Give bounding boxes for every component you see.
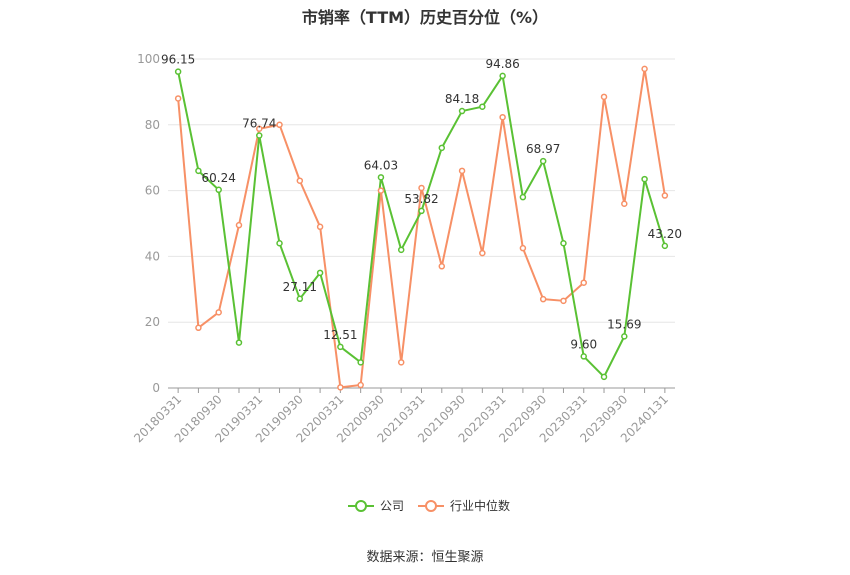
data-point-industry-median — [256, 125, 263, 132]
y-tick-label: 0 — [152, 381, 160, 395]
data-label: 60.24 — [202, 171, 236, 185]
data-point-company — [621, 333, 628, 340]
data-point-company — [174, 68, 182, 75]
data-point-company — [560, 239, 567, 247]
data-point-company — [316, 269, 324, 277]
data-point-industry-median — [377, 187, 385, 194]
y-tick-label: 100 — [137, 52, 160, 66]
x-axis: 2018033120180930201903312019093020200331… — [131, 387, 675, 445]
data-point-company — [600, 373, 608, 381]
data-point-company — [235, 339, 243, 346]
data-point-company — [438, 144, 446, 152]
data-point-company — [256, 132, 263, 139]
data-point-industry-median — [174, 95, 182, 102]
data-point-industry-median — [539, 295, 547, 303]
data-point-industry-median — [438, 263, 446, 270]
data-label: 68.97 — [526, 142, 560, 156]
data-point-industry-median — [661, 192, 669, 199]
data-point-industry-median — [560, 297, 567, 305]
data-point-company — [377, 174, 385, 181]
legend: 公司 行业中位数 — [348, 498, 510, 513]
data-label: 9.60 — [570, 337, 597, 351]
data-point-company — [296, 295, 304, 303]
data-point-company — [539, 157, 547, 165]
data-labels: 96.15 60.24 76.74 27.11 12.51 64.03 53.82 84.18… — [161, 53, 682, 352]
legend-label: 公司 — [380, 499, 404, 513]
data-point-company — [479, 103, 486, 110]
data-point-company — [661, 242, 669, 250]
y-tick-label: 40 — [145, 249, 160, 263]
data-point-industry-median — [337, 384, 344, 391]
data-point-company — [458, 107, 466, 115]
data-point-company — [276, 239, 283, 247]
data-point-company — [195, 167, 202, 175]
data-point-industry-median — [276, 121, 283, 129]
y-axis-ticks: 0 20 40 60 80 100 — [137, 52, 160, 395]
series-points — [174, 65, 669, 391]
legend-item-company: 公司 — [348, 499, 404, 513]
data-label: 84.18 — [445, 92, 479, 106]
chart-title: 市销率（TTM）历史百分位（%） — [301, 8, 549, 27]
data-label: 76.74 — [242, 117, 276, 131]
data-point-industry-median — [296, 177, 304, 184]
data-point-industry-median — [316, 223, 324, 231]
data-point-company — [337, 343, 344, 351]
data-point-industry-median — [397, 359, 405, 366]
data-label: 27.11 — [283, 280, 317, 294]
legend-label: 行业中位数 — [450, 498, 510, 513]
data-point-industry-median — [641, 65, 648, 73]
data-point-industry-median — [215, 309, 222, 316]
data-point-industry-median — [235, 221, 243, 229]
data-point-industry-median — [479, 249, 486, 257]
data-label: 64.03 — [364, 158, 398, 172]
data-label: 15.69 — [607, 317, 641, 331]
data-point-industry-median — [621, 200, 628, 208]
data-point-industry-median — [600, 93, 608, 101]
data-label: 43.20 — [648, 227, 682, 241]
data-point-industry-median — [357, 381, 364, 389]
data-label: 53.82 — [404, 192, 438, 206]
data-point-company — [580, 353, 587, 360]
legend-item-industry-median: 行业中位数 — [418, 498, 510, 513]
data-point-company — [418, 207, 425, 215]
data-point-industry-median — [195, 324, 202, 332]
data-label: 12.51 — [323, 328, 357, 342]
data-point-company — [641, 175, 648, 183]
data-point-company — [357, 359, 364, 366]
data-point-industry-median — [499, 113, 506, 121]
y-tick-label: 20 — [145, 315, 160, 329]
data-point-industry-median — [580, 279, 587, 286]
y-tick-label: 80 — [145, 118, 160, 132]
data-point-company — [397, 246, 405, 254]
data-source: 数据来源：恒生聚源 — [366, 550, 484, 565]
data-point-company — [499, 72, 506, 80]
chart-svg: 0 20 40 60 80 100 201803312018093020190331201… — [131, 52, 682, 513]
y-tick-label: 60 — [145, 184, 160, 198]
data-label: 96.15 — [161, 53, 195, 67]
data-label: 94.86 — [485, 57, 519, 71]
legend-marker — [355, 500, 367, 512]
data-point-industry-median — [458, 167, 466, 175]
data-point-industry-median — [418, 184, 425, 192]
legend-marker — [425, 500, 437, 512]
data-point-industry-median — [519, 244, 527, 252]
data-point-company — [519, 193, 527, 201]
data-point-company — [215, 186, 222, 194]
